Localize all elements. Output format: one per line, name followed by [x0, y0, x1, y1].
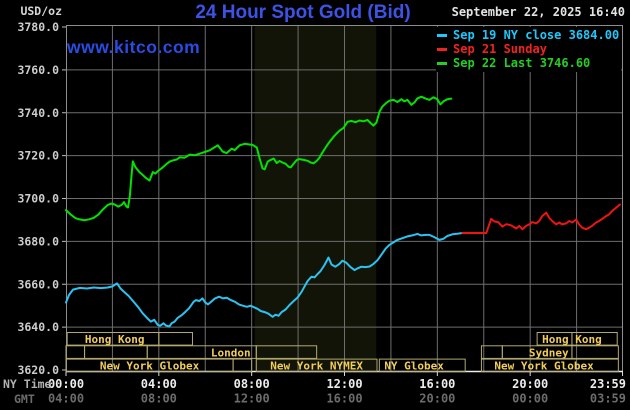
- session-box: [571, 332, 618, 346]
- session-box: [480, 358, 619, 373]
- legend-item: Sep 22 Last 3746.60: [437, 56, 619, 70]
- series-today-green: [65, 95, 453, 222]
- x-tick-label-gmt: 04:00: [48, 392, 84, 406]
- chart-datetime: September 22, 2025 16:40: [451, 5, 625, 19]
- session-label: New York NYMEX: [270, 360, 363, 373]
- x-tick-label-ny: 23:59: [590, 377, 626, 391]
- session-box: [232, 358, 253, 373]
- legend-label: Sep 22 Last 3746.60: [453, 56, 591, 70]
- ny-time-axis-label: NY Time: [3, 377, 52, 391]
- session-box: [255, 358, 378, 373]
- y-axis-unit-label: USD/oz: [20, 4, 62, 18]
- y-tick-label: 3740.0: [17, 106, 59, 120]
- y-tick-label: 3680.0: [17, 234, 59, 248]
- session-box: [378, 358, 466, 373]
- y-tick-label: 3720.0: [17, 149, 59, 163]
- session-box: [480, 345, 503, 359]
- legend-item: Sep 19 NY close 3684.00: [437, 28, 619, 42]
- x-tick-label-ny: 08:00: [234, 377, 270, 391]
- x-tick-label-ny: 04:00: [141, 377, 177, 391]
- session-label: Hong Kong: [85, 333, 145, 346]
- session-box: [84, 345, 148, 359]
- legend-dash-icon: [437, 61, 447, 65]
- legend-label: Sep 19 NY close 3684.00: [453, 28, 620, 42]
- y-tick-label: 3640.0: [17, 320, 59, 334]
- gmt-axis-label: GMT: [14, 392, 35, 406]
- chart-title: 24 Hour Spot Gold (Bid): [195, 2, 411, 23]
- session-label: NY Globex: [384, 360, 444, 373]
- session-label: New York Globex: [494, 360, 594, 373]
- session-box: [571, 345, 619, 359]
- x-tick-label-ny: 16:00: [419, 377, 455, 391]
- x-tick-label-gmt: 00:00: [512, 392, 548, 406]
- series-friday-close-cyan: [65, 232, 464, 328]
- series-sunday-red: [461, 203, 621, 234]
- legend-label: Sep 21 Sunday: [453, 42, 547, 56]
- x-tick-label-gmt: 12:00: [234, 392, 270, 406]
- kitco-watermark-link[interactable]: www.kitco.com: [67, 37, 201, 57]
- legend-item: Sep 21 Sunday: [437, 42, 619, 56]
- session-label: Hong Kong: [542, 333, 602, 346]
- x-tick-label-gmt: 20:00: [419, 392, 455, 406]
- session-box: [255, 345, 318, 359]
- y-tick-label: 3760.0: [17, 63, 59, 77]
- y-tick-label: 3620.0: [17, 363, 59, 377]
- session-box: [65, 345, 86, 359]
- session-label: London: [211, 346, 251, 359]
- x-tick-label-gmt: 03:59: [590, 392, 626, 406]
- x-tick-label-ny: 20:00: [512, 377, 548, 391]
- chart-legend: Sep 19 NY close 3684.00 Sep 21 Sunday Sep …: [436, 27, 622, 72]
- x-tick-label-gmt: 16:00: [326, 392, 362, 406]
- legend-dash-icon: [437, 33, 447, 37]
- y-tick-label: 3780.0: [17, 20, 59, 34]
- session-label: Sydney: [529, 346, 569, 359]
- y-tick-label: 3700.0: [17, 192, 59, 206]
- x-tick-label-ny: 12:00: [326, 377, 362, 391]
- x-tick-label-ny: 00:00: [48, 377, 84, 391]
- legend-dash-icon: [437, 47, 447, 51]
- session-box: [158, 332, 193, 346]
- session-label: New York Globex: [100, 360, 200, 373]
- x-tick-label-gmt: 08:00: [141, 392, 177, 406]
- y-tick-label: 3660.0: [17, 277, 59, 291]
